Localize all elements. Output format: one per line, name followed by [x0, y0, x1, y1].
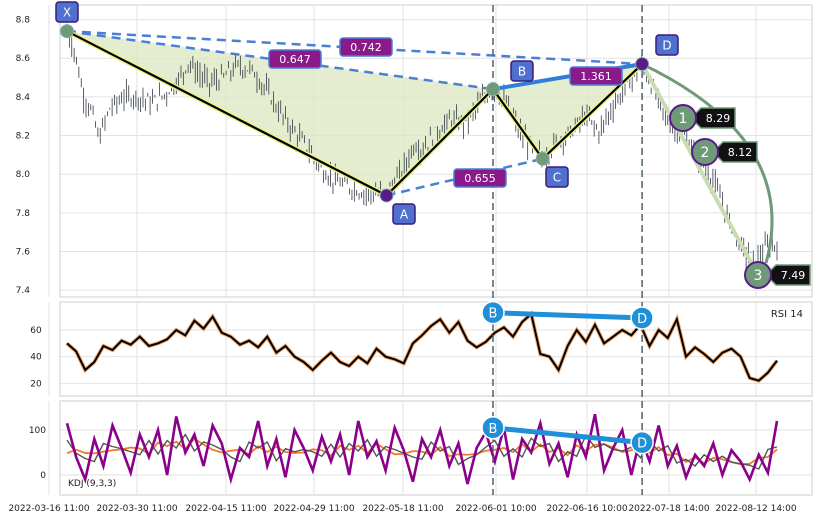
target-marker [691, 138, 719, 166]
x-tick-label: 2022-08-12 14:00 [715, 504, 796, 514]
target-value: 8.29 [706, 112, 731, 125]
point-label: X [63, 6, 71, 20]
pattern-point-d [635, 57, 650, 72]
x-tick-label: 2022-03-30 11:00 [96, 504, 177, 514]
leg-xa [66, 30, 388, 197]
ratio-label: 0.742 [350, 41, 382, 54]
pattern-fill-xab [67, 31, 493, 196]
target-label: 3 [754, 268, 763, 284]
target-line [640, 63, 760, 276]
x-tick-label: 2022-05-18 11:00 [362, 504, 443, 514]
leg-bc [492, 88, 544, 160]
kdj-label: KDJ (9,3,3) [68, 479, 116, 489]
target-label: 2 [701, 145, 710, 161]
price-y-tick-label: 8.4 [16, 93, 31, 103]
price-y-tick-label: 8.2 [16, 132, 30, 142]
ratio-box [453, 168, 507, 188]
ratio-box [268, 49, 322, 69]
pattern-fill-bcd [493, 64, 643, 159]
kdj-k-line [66, 433, 778, 470]
ratio-label: 0.647 [279, 53, 311, 66]
point-label-box [655, 34, 679, 56]
rsi-panel [59, 301, 813, 397]
x-tick-label: 2022-06-01 10:00 [455, 504, 536, 514]
point-label-box [545, 166, 569, 188]
ratio-box [339, 37, 393, 57]
ratio-label: 0.655 [464, 172, 496, 185]
target-value-tag [764, 264, 811, 286]
x-tick-label: 2022-03-16 11:00 [8, 504, 89, 514]
pattern-point-a [379, 188, 394, 203]
point-label-box [392, 203, 416, 225]
price-y-tick-label: 8.8 [16, 16, 31, 26]
point-label: B [518, 65, 526, 79]
x-tick-label: 2022-07-18 14:00 [628, 504, 709, 514]
point-label-box [510, 60, 534, 82]
kdj-divergence-marker-label: D [637, 437, 647, 452]
leg-cd [541, 63, 643, 160]
rsi-divergence-marker [630, 306, 654, 330]
rsi-y-tick-label: 20 [30, 379, 42, 389]
target-marker [669, 104, 697, 132]
ratio-label: 1.361 [580, 70, 612, 83]
pattern-point-c [535, 151, 550, 166]
ratio-box [569, 66, 623, 86]
target-value: 7.49 [781, 269, 806, 282]
rsi-y-tick-label: 40 [30, 353, 42, 363]
point-label-box [55, 1, 79, 23]
point-label: A [400, 208, 409, 222]
point-label: C [553, 171, 561, 185]
kdj-panel [59, 400, 813, 496]
kdj-y-tick-label: 100 [29, 426, 46, 436]
rsi-divergence-line [492, 310, 643, 321]
kdj-divergence-marker [481, 416, 505, 440]
kdj-j-line [65, 413, 779, 485]
kdj-divergence-marker-label: B [489, 422, 498, 437]
target-label: 1 [679, 111, 688, 127]
kdj-y-tick-label: 0 [40, 471, 46, 481]
rsi-y-tick-label: 60 [30, 326, 42, 336]
kdj-divergence-marker [630, 430, 654, 455]
rsi-divergence-marker [481, 300, 505, 325]
price-y-tick-label: 8.0 [16, 170, 31, 180]
target-value: 8.12 [728, 146, 753, 159]
leg-ab [385, 88, 494, 197]
pattern-point-x [60, 24, 74, 39]
rsi-line [66, 312, 778, 382]
point-label: D [662, 39, 671, 53]
target-value-tag [711, 141, 758, 163]
x-tick-label: 2022-04-15 11:00 [185, 504, 266, 514]
rsi-divergence-marker-label: D [637, 312, 647, 327]
x-tick-label: 2022-04-29 11:00 [273, 504, 354, 514]
rsi-divergence-marker-label: B [489, 307, 498, 322]
price-y-tick-label: 8.6 [16, 54, 31, 64]
price-y-tick-label: 7.8 [16, 209, 31, 219]
rsi-label: RSI 14 [771, 309, 803, 320]
pattern-point-b [486, 82, 500, 97]
target-value-tag [689, 107, 736, 129]
target-marker [744, 261, 772, 289]
price-y-tick-label: 7.6 [16, 247, 31, 257]
kdj-divergence-line [492, 425, 643, 446]
x-tick-label: 2022-06-16 10:00 [546, 504, 627, 514]
price-y-tick-label: 7.4 [16, 286, 31, 296]
